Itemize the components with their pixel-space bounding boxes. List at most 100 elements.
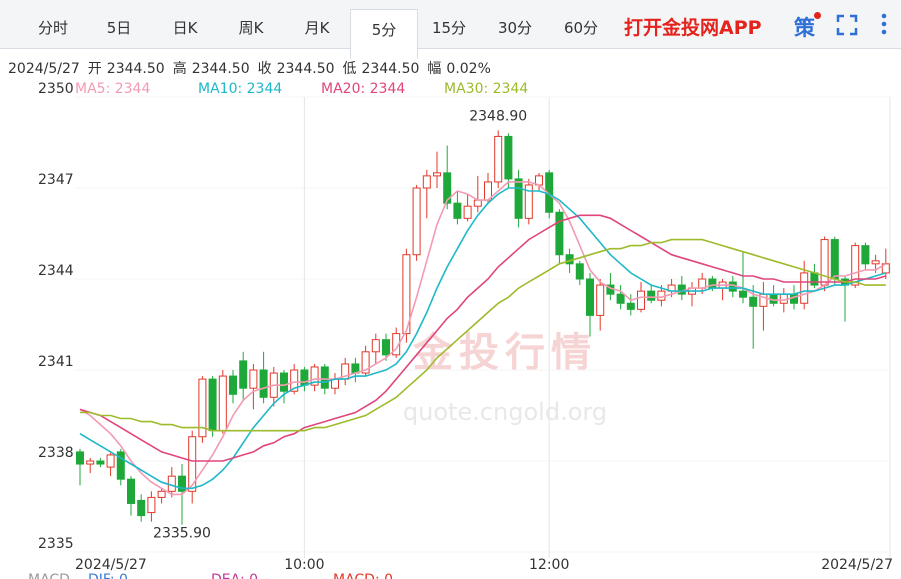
app-link[interactable]: 打开金投网APP <box>624 17 762 39</box>
candle-body <box>463 205 472 219</box>
macd-legend: MACD <box>28 572 70 579</box>
candle-body <box>820 239 829 286</box>
more-icon[interactable] <box>878 12 890 38</box>
y-tick-label: 2347 <box>38 172 74 188</box>
candle-body <box>575 263 584 280</box>
tab[interactable]: 月K <box>304 19 330 37</box>
candle-body <box>137 499 146 517</box>
candle-body <box>371 339 380 353</box>
tab[interactable]: 5分 <box>350 9 418 59</box>
macd-legend: DEA: 0 <box>211 572 258 579</box>
y-tick-label: 2335 <box>38 536 74 552</box>
tab-bar: 打开金投网APP 策 分时 5日 日K 周K 月K 5分 15分 30分 60分 <box>0 0 901 59</box>
candle-body <box>259 369 268 398</box>
candle-body <box>433 172 441 177</box>
watermark: quote.cngold.org <box>403 398 607 426</box>
candle-body <box>392 333 401 356</box>
ma-line <box>79 181 887 496</box>
candle-body <box>127 478 135 504</box>
chart: 2024/5/27 开 2344.50 高 2344.50 收 2344.50 低 2344.5… <box>8 60 893 579</box>
candle-body <box>178 475 186 492</box>
tab[interactable]: 15分 <box>431 19 467 37</box>
candle-body <box>830 239 839 280</box>
ma-line <box>79 187 887 490</box>
x-tick-label: 2024/5/27 <box>821 557 893 573</box>
tab[interactable]: 周K <box>238 19 264 37</box>
info-label: 幅 <box>427 61 441 77</box>
candle-body <box>453 202 462 219</box>
candle-body <box>218 375 227 432</box>
candle-body <box>320 366 329 389</box>
candle-body <box>361 351 370 374</box>
ma-line <box>79 214 887 462</box>
info-value: 0.02% <box>446 61 490 77</box>
candle-body <box>412 187 421 256</box>
candle-body <box>494 135 503 183</box>
legend-entry: MA20: 2344 <box>321 81 405 97</box>
candle-body <box>586 278 594 316</box>
candle-body <box>116 451 125 480</box>
candle-body <box>229 375 237 395</box>
candle-body <box>86 460 95 465</box>
watermark: 金投行情 <box>412 330 597 376</box>
candle-body <box>637 290 645 310</box>
candle-body <box>290 369 299 392</box>
candle-body <box>749 296 758 307</box>
tab[interactable]: 5日 <box>106 19 132 37</box>
candle-body <box>473 199 482 207</box>
candle-body <box>810 272 819 286</box>
extreme-label: 2335.90 <box>153 526 211 542</box>
info-value: 2344.50 <box>277 61 335 77</box>
tab[interactable]: 分时 <box>37 19 68 37</box>
candle-body <box>157 490 166 498</box>
info-date: 2024/5/27 <box>8 61 80 77</box>
candle-body <box>555 211 564 256</box>
strategy-button[interactable]: 策 <box>794 16 815 40</box>
candle-body <box>96 460 105 465</box>
candle-body <box>402 254 411 335</box>
candle-body <box>106 454 115 468</box>
fullscreen-icon[interactable] <box>836 14 858 36</box>
y-tick-label: 2350 <box>38 81 74 97</box>
notice-dot <box>814 12 821 19</box>
candle-body <box>514 178 523 219</box>
x-tick-label: 12:00 <box>529 557 569 573</box>
y-tick-label: 2338 <box>38 445 74 461</box>
legend-entry: MA30: 2344 <box>444 81 528 97</box>
x-tick-label: 2024/5/27 <box>75 557 147 573</box>
candle-body <box>800 272 809 304</box>
legend-entry: MA10: 2344 <box>198 81 282 97</box>
tab[interactable]: 30分 <box>497 19 533 37</box>
candle-body <box>504 135 513 180</box>
info-value: 2344.50 <box>362 61 420 77</box>
candle-body <box>147 496 156 514</box>
candle-body <box>596 284 605 316</box>
tab[interactable]: 日K <box>172 19 198 37</box>
candle-body <box>76 451 84 465</box>
tab[interactable]: 60分 <box>563 19 599 37</box>
candle-body <box>198 378 207 438</box>
candle-body <box>851 245 860 286</box>
candle-body <box>249 369 258 389</box>
candle-body <box>616 293 625 304</box>
info-label: 开 <box>88 61 102 77</box>
candle-body <box>626 302 635 310</box>
candle-body <box>647 290 656 301</box>
macd-legend: MACD: 0 <box>333 572 393 579</box>
candle-body <box>280 372 288 392</box>
candle-body <box>739 290 747 298</box>
macd-legend: DIF: 0 <box>88 572 128 579</box>
candle-body <box>524 184 533 219</box>
candle-body <box>871 260 880 265</box>
candle-body <box>310 366 319 386</box>
candle-body <box>239 360 248 389</box>
candle-body <box>861 245 870 265</box>
info-label: 高 <box>173 60 187 77</box>
candle-body <box>188 436 197 492</box>
x-tick-label: 10:00 <box>284 557 324 573</box>
candle-body <box>208 378 217 432</box>
legend-entry: MA5: 2344 <box>75 81 150 97</box>
info-row: 2024/5/27 开 2344.50 高 2344.50 收 2344.50 低 2344.5… <box>8 60 491 77</box>
info-label: 收 <box>258 61 272 77</box>
